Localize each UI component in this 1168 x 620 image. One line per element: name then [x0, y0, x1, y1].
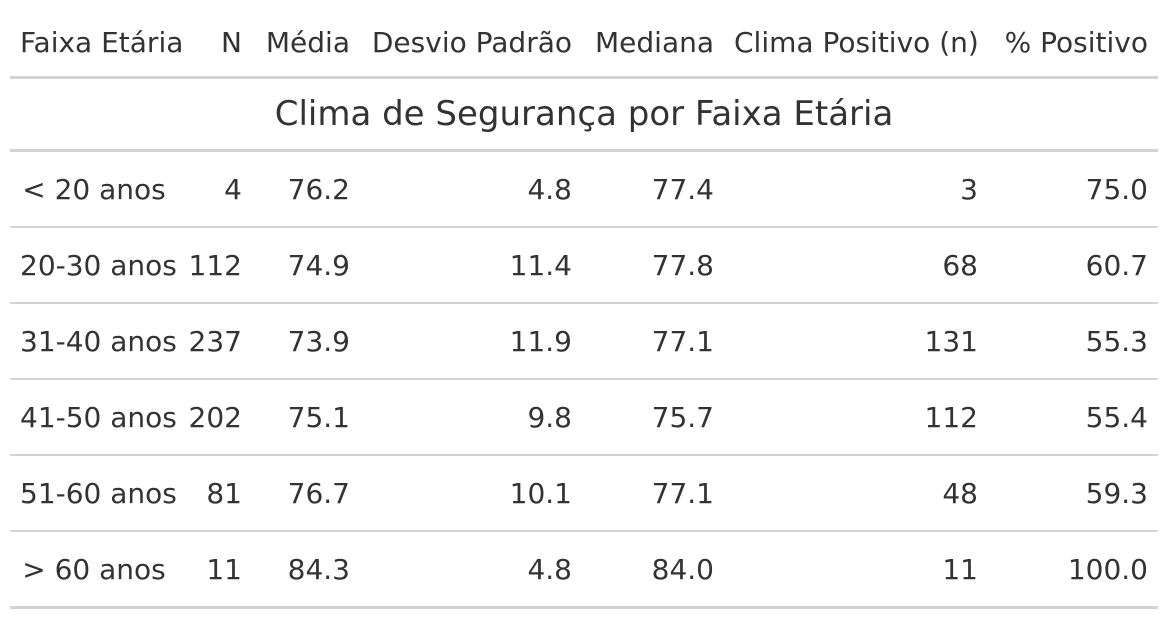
cell-percent-positivo: 55.4	[988, 379, 1158, 456]
cell-faixa-etaria: 41-50 anos	[10, 379, 178, 456]
cell-n: 4	[178, 150, 252, 228]
cell-clima-positivo: 3	[724, 150, 988, 228]
cell-mediana: 75.7	[582, 379, 724, 456]
table-row: 41-50 anos 202 75.1 9.8 75.7 112 55.4	[10, 379, 1158, 456]
cell-clima-positivo: 68	[724, 227, 988, 304]
cell-media: 84.3	[252, 531, 360, 609]
cell-n: 112	[178, 227, 252, 304]
cell-desvio-padrao: 11.4	[360, 227, 582, 304]
cell-n: 11	[178, 531, 252, 609]
cell-percent-positivo: 55.3	[988, 303, 1158, 380]
cell-desvio-padrao: 11.9	[360, 303, 582, 380]
cell-faixa-etaria: 51-60 anos	[10, 455, 178, 532]
cell-media: 76.7	[252, 455, 360, 532]
cell-percent-positivo: 60.7	[988, 227, 1158, 304]
cell-media: 73.9	[252, 303, 360, 380]
table-container: Clima de Segurança por Faixa Etária Faix…	[10, 8, 1158, 609]
cell-faixa-etaria: 20-30 anos	[10, 227, 178, 304]
table-title-section: Clima de Segurança por Faixa Etária	[10, 76, 1158, 152]
cell-mediana: 77.4	[582, 150, 724, 228]
table-row: 31-40 anos 237 73.9 11.9 77.1 131 55.3	[10, 303, 1158, 380]
cell-media: 75.1	[252, 379, 360, 456]
table-body: < 20 anos 4 76.2 4.8 77.4 3 75.0 20-30 a…	[10, 150, 1158, 609]
table-row: < 20 anos 4 76.2 4.8 77.4 3 75.0	[10, 150, 1158, 228]
cell-faixa-etaria: 31-40 anos	[10, 303, 178, 380]
cell-mediana: 77.1	[582, 455, 724, 532]
cell-percent-positivo: 59.3	[988, 455, 1158, 532]
column-header-clima-positivo: Clima Positivo (n)	[724, 8, 988, 79]
table-row: 51-60 anos 81 76.7 10.1 77.1 48 59.3	[10, 455, 1158, 532]
cell-n: 81	[178, 455, 252, 532]
table-row: 20-30 anos 112 74.9 11.4 77.8 68 60.7	[10, 227, 1158, 304]
cell-clima-positivo: 48	[724, 455, 988, 532]
cell-mediana: 77.1	[582, 303, 724, 380]
cell-percent-positivo: 75.0	[988, 150, 1158, 228]
cell-mediana: 84.0	[582, 531, 724, 609]
cell-desvio-padrao: 4.8	[360, 531, 582, 609]
cell-desvio-padrao: 4.8	[360, 150, 582, 228]
cell-media: 74.9	[252, 227, 360, 304]
cell-percent-positivo: 100.0	[988, 531, 1158, 609]
column-header-percent-positivo: % Positivo	[988, 8, 1158, 79]
cell-n: 202	[178, 379, 252, 456]
table-title: Clima de Segurança por Faixa Etária	[10, 76, 1158, 152]
column-header-desvio-padrao: Desvio Padrão	[360, 8, 582, 79]
cell-clima-positivo: 131	[724, 303, 988, 380]
cell-clima-positivo: 11	[724, 531, 988, 609]
table-row: > 60 anos 11 84.3 4.8 84.0 11 100.0	[10, 531, 1158, 609]
column-header-n: N	[178, 8, 252, 79]
cell-faixa-etaria: < 20 anos	[10, 150, 178, 228]
cell-mediana: 77.8	[582, 227, 724, 304]
column-header-media: Média	[252, 8, 360, 79]
column-header-faixa-etaria: Faixa Etária	[10, 8, 183, 79]
cell-faixa-etaria: > 60 anos	[10, 531, 178, 609]
cell-desvio-padrao: 10.1	[360, 455, 582, 532]
data-table: Clima de Segurança por Faixa Etária Faix…	[10, 8, 1158, 609]
cell-clima-positivo: 112	[724, 379, 988, 456]
table-header: Faixa Etária N Média Desvio Padrão Media…	[10, 8, 1158, 79]
cell-desvio-padrao: 9.8	[360, 379, 582, 456]
cell-media: 76.2	[252, 150, 360, 228]
column-header-mediana: Mediana	[582, 8, 724, 79]
cell-n: 237	[178, 303, 252, 380]
